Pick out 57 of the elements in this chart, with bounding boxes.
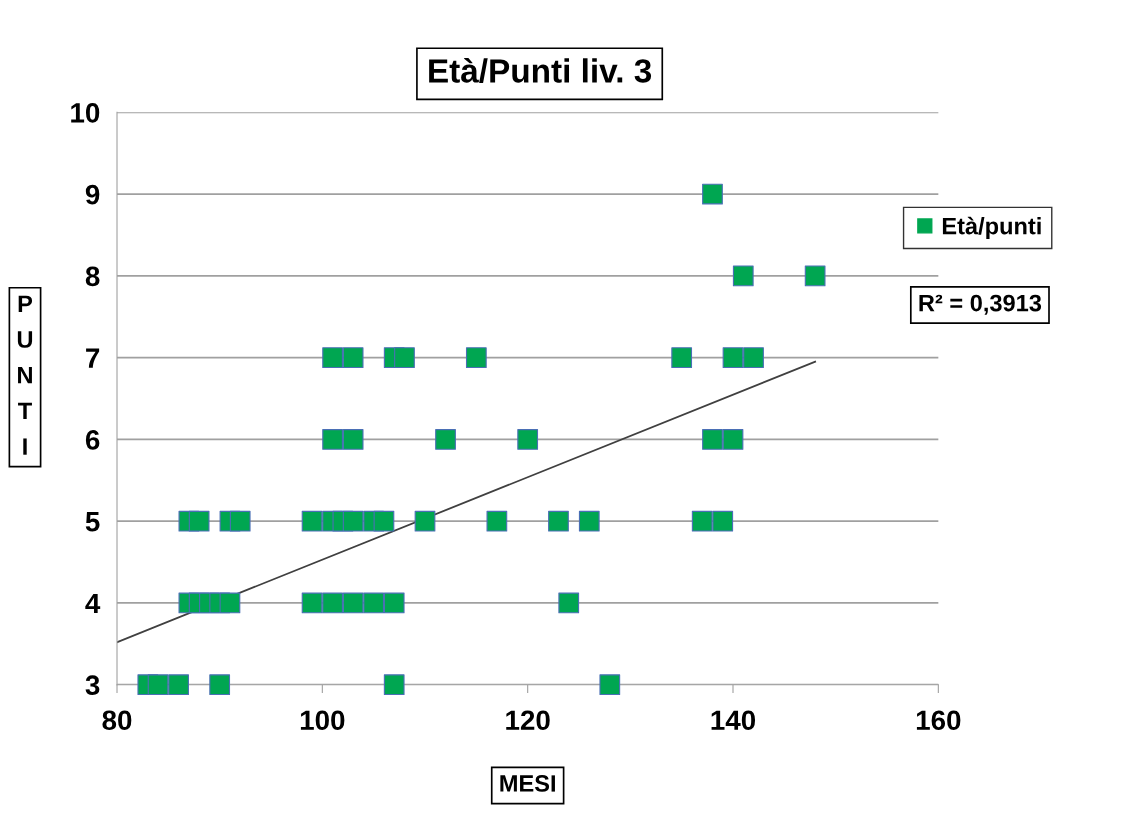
point <box>743 347 764 369</box>
y-tick-label: 8 <box>85 266 100 287</box>
y-tick-label: 10 <box>71 103 100 123</box>
point <box>383 592 405 614</box>
point <box>722 347 744 369</box>
point <box>465 347 487 369</box>
y-tick-label: 6 <box>85 430 100 450</box>
point <box>578 510 600 532</box>
point <box>414 510 436 532</box>
annotation: R² = 0,3913 <box>919 294 1042 315</box>
point <box>671 347 693 369</box>
point <box>732 265 754 287</box>
y-axis-title: PUNTI <box>17 295 33 455</box>
x-tick-label: 160 <box>916 710 961 731</box>
point <box>383 674 405 696</box>
point <box>188 510 210 532</box>
x-tick-label: 80 <box>102 710 132 731</box>
legend-label: Età/punti <box>942 216 1041 240</box>
point <box>548 510 569 532</box>
point <box>342 429 364 450</box>
y-tick-label: 7 <box>86 348 100 368</box>
point <box>691 510 713 532</box>
x-tick-label: 120 <box>506 710 550 731</box>
point <box>599 674 621 696</box>
point <box>147 674 169 696</box>
y-tick-label: 5 <box>85 512 100 532</box>
point <box>486 510 508 532</box>
point <box>301 592 323 614</box>
x-tick-label: 100 <box>300 710 345 731</box>
point <box>558 592 580 614</box>
point <box>322 429 343 450</box>
point <box>322 592 343 614</box>
point <box>394 347 415 369</box>
point <box>301 510 323 532</box>
point <box>342 510 364 532</box>
point <box>517 429 539 450</box>
point <box>342 592 364 614</box>
point <box>702 183 723 205</box>
point <box>712 510 734 532</box>
point <box>342 347 364 369</box>
point <box>229 510 251 532</box>
y-tick-label: 3 <box>85 675 100 696</box>
x-axis-title: MESI <box>500 775 555 792</box>
point <box>722 429 744 450</box>
point <box>209 674 231 696</box>
point <box>435 429 456 450</box>
point <box>168 674 189 696</box>
point <box>702 429 723 450</box>
point <box>373 510 395 532</box>
x-tick-label: 140 <box>711 710 756 731</box>
chart-title: Età/Punti liv. 3 <box>429 57 652 84</box>
point <box>219 592 241 614</box>
point <box>322 347 343 369</box>
y-tick-label: 9 <box>85 184 100 205</box>
point <box>363 592 385 614</box>
y-tick-label: 4 <box>85 593 101 613</box>
point <box>804 265 826 287</box>
